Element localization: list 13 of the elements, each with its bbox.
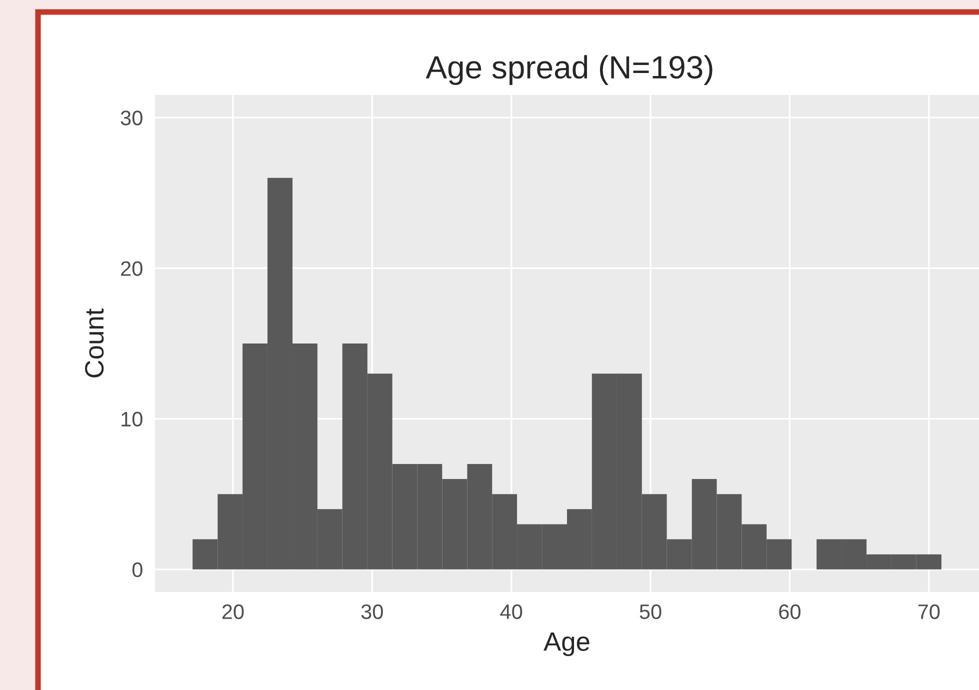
y-tick-label: 20 [121, 261, 142, 276]
x-axis-title: Age [544, 632, 590, 656]
x-tick-label: 60 [779, 604, 800, 620]
y-axis-title: Count [85, 308, 104, 378]
x-tick-label: 30 [361, 604, 383, 620]
y-tick-label: 30 [120, 110, 142, 126]
y-tick-label: 0 [132, 562, 142, 578]
x-tick-label: 40 [500, 604, 522, 620]
x-tick-label: 20 [222, 604, 244, 620]
y-tick-label: 10 [122, 412, 142, 427]
x-tick-label: 50 [640, 604, 662, 620]
x-tick-label: 70 [918, 604, 940, 620]
chart-title: Age spread (N=193) [426, 55, 712, 85]
